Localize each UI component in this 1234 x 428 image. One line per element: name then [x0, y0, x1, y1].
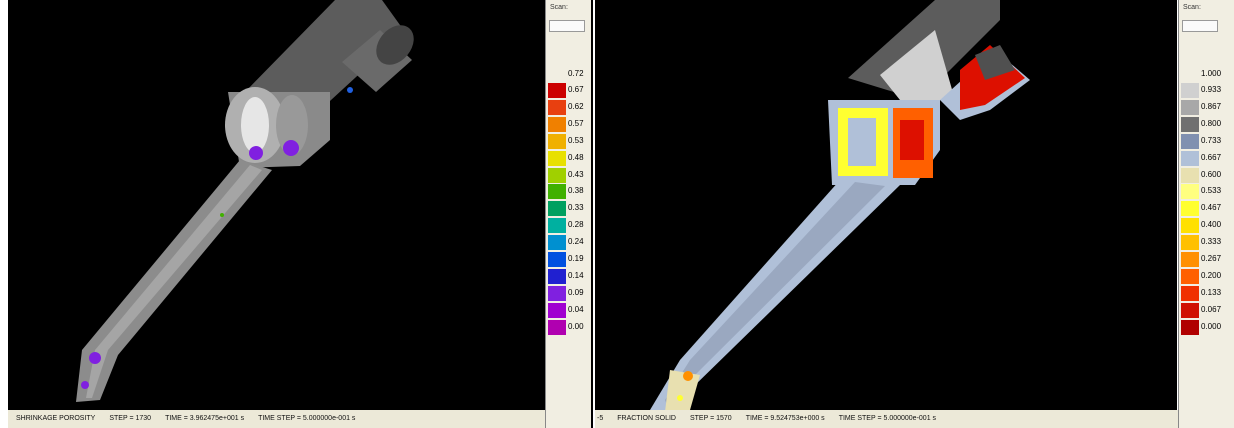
scan-label: Scan: — [1183, 4, 1201, 11]
legend-label: 0.33 — [568, 203, 584, 212]
legend-swatch — [548, 235, 566, 250]
legend-label: 0.00 — [568, 322, 584, 331]
legend-swatch — [548, 218, 566, 233]
legend-swatch — [1181, 168, 1199, 183]
legend-label: 0.867 — [1201, 102, 1221, 111]
legend-label: 0.04 — [568, 305, 584, 314]
legend-label: 0.333 — [1201, 237, 1221, 246]
legend-label: 0.28 — [568, 220, 584, 229]
legend-label: 0.933 — [1201, 85, 1221, 94]
legend-swatch — [548, 303, 566, 318]
legend-swatch — [1181, 151, 1199, 166]
legend-label: 0.133 — [1201, 288, 1221, 297]
legend-label: 0.24 — [568, 237, 584, 246]
status-time: TIME = 9.524753e+000 s — [746, 415, 825, 422]
legend-swatch — [548, 83, 566, 98]
legend-swatch — [548, 252, 566, 267]
divider — [591, 0, 593, 428]
legend-label: 0.600 — [1201, 170, 1221, 179]
legend-label: 0.53 — [568, 136, 584, 145]
legend-swatch — [548, 286, 566, 301]
legend-label: 0.467 — [1201, 203, 1221, 212]
legend-label: 0.19 — [568, 254, 584, 263]
status-bar: SHRINKAGE POROSITY STEP = 1730 TIME = 3.96… — [8, 410, 545, 428]
legend-label: 0.800 — [1201, 119, 1221, 128]
status-step: STEP = 1570 — [690, 415, 732, 422]
legend-swatch — [1181, 83, 1199, 98]
viewport — [595, 0, 1177, 410]
legend-label: 0.200 — [1201, 271, 1221, 280]
scan-slider[interactable] — [1182, 20, 1218, 32]
status-time-step: TIME STEP = 5.000000e-001 s — [839, 415, 936, 422]
legend-top-label: 1.000 — [1201, 69, 1221, 78]
legend-label: 0.000 — [1201, 322, 1221, 331]
legend-swatch — [1181, 286, 1199, 301]
status-time: TIME = 3.962475e+001 s — [165, 415, 244, 422]
legend-swatch — [548, 269, 566, 284]
legend-swatch — [1181, 201, 1199, 216]
legend-swatch — [1181, 184, 1199, 199]
legend-top-label: 0.72 — [568, 69, 584, 78]
legend-label: 0.733 — [1201, 136, 1221, 145]
legend-swatch — [1181, 252, 1199, 267]
legend-swatch — [1181, 320, 1199, 335]
legend-label: 0.400 — [1201, 220, 1221, 229]
legend-label: 0.667 — [1201, 153, 1221, 162]
legend-label: 0.14 — [568, 271, 584, 280]
legend-swatch — [1181, 134, 1199, 149]
model-view — [595, 0, 1177, 410]
scan-slider[interactable] — [549, 20, 585, 32]
legend-swatch — [1181, 117, 1199, 132]
legend-label: 0.38 — [568, 186, 584, 195]
legend-swatch — [548, 168, 566, 183]
legend-swatch — [548, 117, 566, 132]
legend-panel: Scan: 1.000 0.933 0.867 0.800 0.733 0.667 0.60… — [1178, 0, 1234, 428]
status-quantity: SHRINKAGE POROSITY — [16, 415, 95, 422]
legend-swatch — [1181, 235, 1199, 250]
legend-swatch — [1181, 100, 1199, 115]
legend-label: 0.57 — [568, 119, 584, 128]
legend-label: 0.48 — [568, 153, 584, 162]
legend-label: 0.67 — [568, 85, 584, 94]
legend-swatch — [548, 134, 566, 149]
viewport — [8, 0, 545, 410]
legend-swatch — [548, 100, 566, 115]
legend-swatch — [548, 201, 566, 216]
legend-label: 0.62 — [568, 102, 584, 111]
legend-swatch — [548, 184, 566, 199]
legend-swatch — [1181, 269, 1199, 284]
legend-label: 0.09 — [568, 288, 584, 297]
model-view — [8, 0, 545, 410]
screen: Scan: 0.72 0.67 0.62 0.57 0.53 0.48 0.43 0.38 0.… — [0, 0, 1234, 428]
status-bar: -5 FRACTION SOLID STEP = 1570 TIME = 9.5247… — [595, 410, 1178, 428]
legend-label: 0.067 — [1201, 305, 1221, 314]
status-prefix: -5 — [597, 415, 603, 422]
status-quantity: FRACTION SOLID — [617, 415, 676, 422]
legend-label: 0.267 — [1201, 254, 1221, 263]
legend-swatch — [548, 151, 566, 166]
scan-label: Scan: — [550, 4, 568, 11]
status-step: STEP = 1730 — [109, 415, 151, 422]
legend-panel: Scan: 0.72 0.67 0.62 0.57 0.53 0.48 0.43 0.38 0.… — [545, 0, 591, 428]
status-time-step: TIME STEP = 5.000000e-001 s — [258, 415, 355, 422]
legend-label: 0.43 — [568, 170, 584, 179]
legend-label: 0.533 — [1201, 186, 1221, 195]
legend-swatch — [1181, 303, 1199, 318]
legend-swatch — [548, 320, 566, 335]
legend-swatch — [1181, 218, 1199, 233]
